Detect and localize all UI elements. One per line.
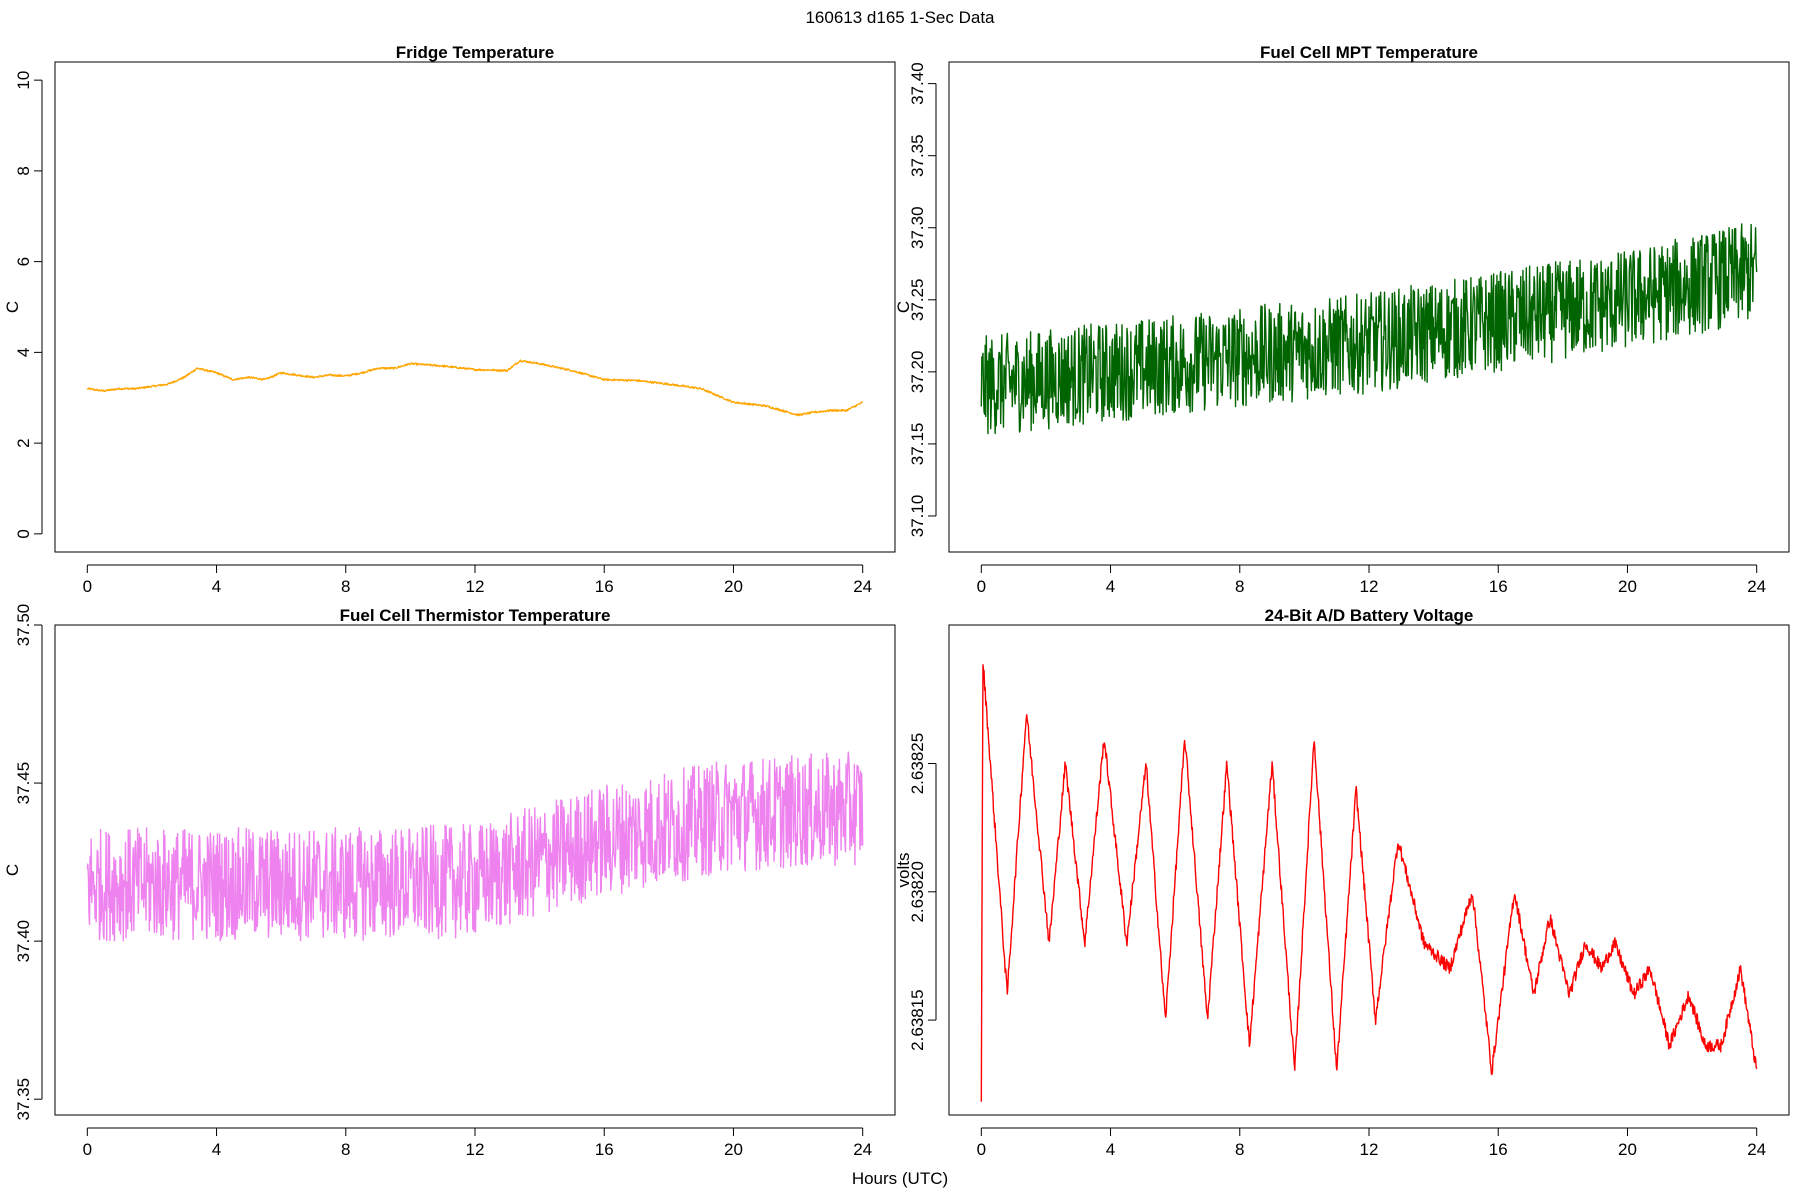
x-tick-label: 12 xyxy=(466,577,485,596)
y-tick-label: 0 xyxy=(14,529,33,538)
figure-suptitle: 160613 d165 1-Sec Data xyxy=(805,8,995,27)
y-tick-label: 2.63820 xyxy=(908,861,927,922)
x-tick-label: 16 xyxy=(1489,1140,1508,1159)
series-line-1 xyxy=(86,751,864,942)
x-tick-label: 0 xyxy=(83,1140,92,1159)
series-line-1 xyxy=(86,359,864,417)
chart-title: 24-Bit A/D Battery Voltage xyxy=(1265,606,1474,625)
y-tick-label: 37.45 xyxy=(14,762,33,805)
x-tick-label: 24 xyxy=(853,577,872,596)
x-tick-label: 0 xyxy=(977,577,986,596)
x-tick-label: 0 xyxy=(83,577,92,596)
y-tick-label: 37.35 xyxy=(908,134,927,177)
y-axis-label: C xyxy=(894,301,913,313)
y-tick-label: 6 xyxy=(14,257,33,266)
y-tick-label: 2.63815 xyxy=(908,989,927,1050)
plot-frame xyxy=(948,624,1790,1116)
x-tick-label: 16 xyxy=(1489,577,1508,596)
y-tick-label: 37.40 xyxy=(908,62,927,105)
x-tick-label: 20 xyxy=(1618,1140,1637,1159)
x-tick-label: 12 xyxy=(1360,1140,1379,1159)
chart-title: Fuel Cell MPT Temperature xyxy=(1260,43,1478,62)
y-tick-label: 37.25 xyxy=(908,279,927,322)
y-tick-label: 37.35 xyxy=(14,1078,33,1121)
y-tick-label: 2 xyxy=(14,438,33,447)
y-tick-label: 2.63825 xyxy=(908,733,927,794)
x-tick-label: 12 xyxy=(466,1140,485,1159)
series-line-1 xyxy=(980,223,1758,435)
x-tick-label: 12 xyxy=(1360,577,1379,596)
y-tick-label: 37.30 xyxy=(908,206,927,249)
y-tick-label: 37.40 xyxy=(14,920,33,963)
chart-panel-2: Fuel Cell MPT Temperature 0 4 8 12 16 20 24 37.1… xyxy=(894,43,1790,596)
y-tick-label: 37.20 xyxy=(908,351,927,394)
x-tick-label: 16 xyxy=(595,1140,614,1159)
x-tick-label: 8 xyxy=(1235,1140,1244,1159)
y-tick-label: 37.10 xyxy=(908,495,927,538)
plot-frame xyxy=(948,61,1790,553)
chart-title: Fuel Cell Thermistor Temperature xyxy=(340,606,611,625)
x-tick-label: 4 xyxy=(1106,577,1115,596)
plot-frame xyxy=(54,624,896,1116)
x-tick-label: 16 xyxy=(595,577,614,596)
x-tick-label: 24 xyxy=(1747,1140,1766,1159)
x-tick-label: 24 xyxy=(1747,577,1766,596)
y-axis-label: C xyxy=(3,301,22,313)
x-tick-label: 8 xyxy=(341,1140,350,1159)
x-tick-label: 4 xyxy=(212,1140,221,1159)
figure-xlabel: Hours (UTC) xyxy=(852,1169,948,1188)
x-tick-label: 4 xyxy=(212,577,221,596)
chart-panel-3: Fuel Cell Thermistor Temperature 0 4 8 12 16 2… xyxy=(3,604,896,1159)
x-tick-label: 20 xyxy=(724,1140,743,1159)
x-tick-label: 4 xyxy=(1106,1140,1115,1159)
chart-panel-4: 24-Bit A/D Battery Voltage 0 4 8 12 16 20 24 2.6… xyxy=(894,606,1790,1159)
series-line-1 xyxy=(980,664,1758,1102)
x-tick-label: 20 xyxy=(724,577,743,596)
y-tick-label: 8 xyxy=(14,166,33,175)
x-tick-label: 0 xyxy=(977,1140,986,1159)
x-tick-label: 8 xyxy=(341,577,350,596)
x-tick-label: 8 xyxy=(1235,577,1244,596)
y-tick-label: 37.15 xyxy=(908,423,927,466)
y-axis-label: C xyxy=(3,864,22,876)
y-tick-label: 4 xyxy=(14,348,33,357)
y-axis-label: volts xyxy=(894,853,913,888)
y-tick-label: 37.50 xyxy=(14,604,33,647)
x-tick-label: 20 xyxy=(1618,577,1637,596)
chart-title: Fridge Temperature xyxy=(396,43,554,62)
plot-frame xyxy=(54,61,896,553)
x-tick-label: 24 xyxy=(853,1140,872,1159)
y-tick-label: 10 xyxy=(14,71,33,90)
